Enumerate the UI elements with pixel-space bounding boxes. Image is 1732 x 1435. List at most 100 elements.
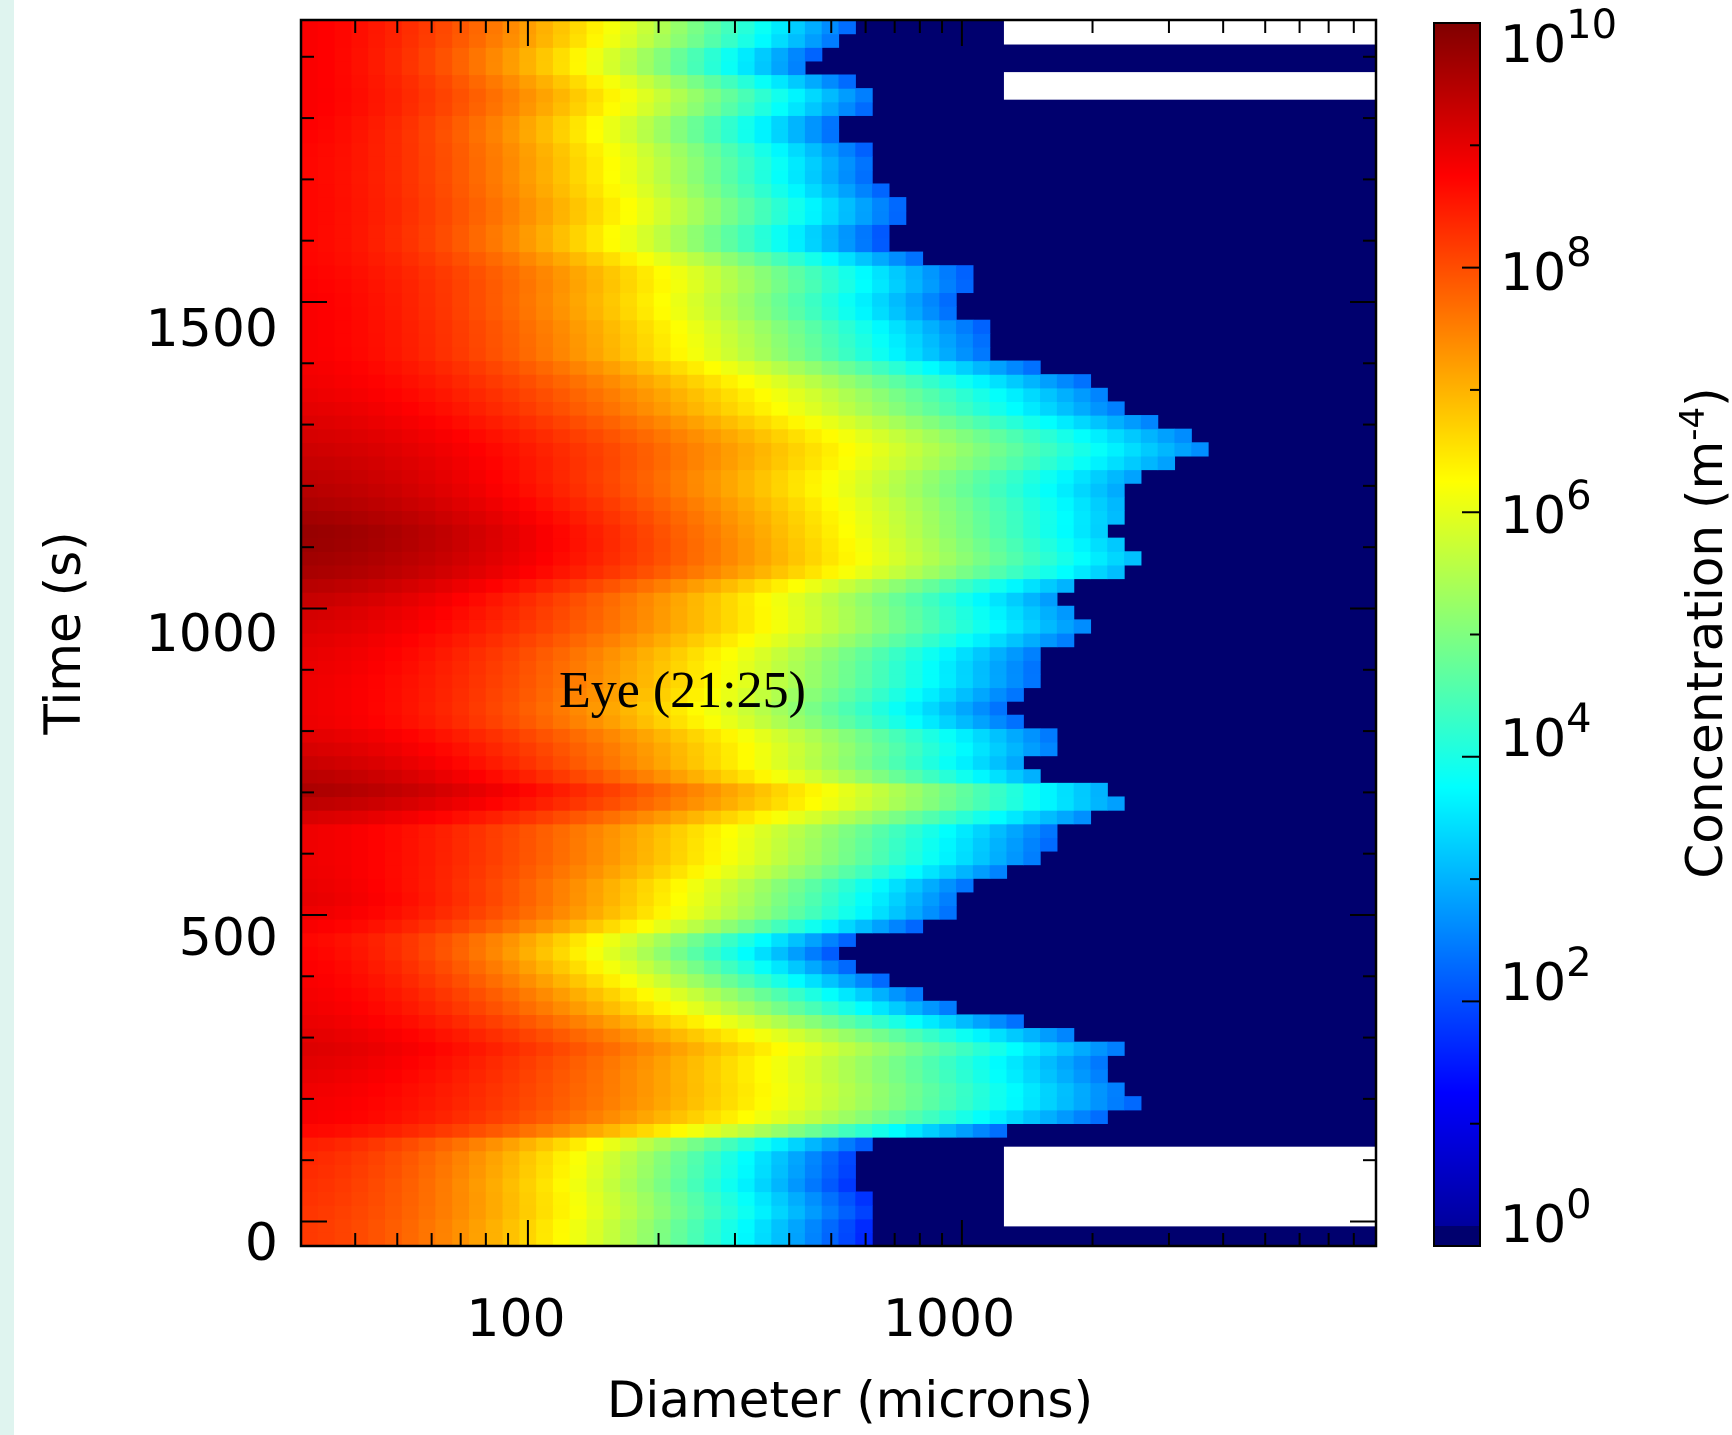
- heatmap-cell: [670, 837, 688, 852]
- heatmap-cell: [536, 973, 554, 988]
- heatmap-cell: [435, 278, 453, 294]
- heatmap-cell: [301, 946, 319, 961]
- heatmap-cell: [569, 701, 588, 716]
- heatmap-cell: [317, 115, 336, 130]
- heatmap-cell: [636, 306, 655, 321]
- heatmap-cell: [1040, 1028, 1058, 1043]
- heatmap-cell: [956, 319, 974, 334]
- heatmap-cell: [737, 128, 756, 144]
- heatmap-cell: [418, 1109, 436, 1124]
- heatmap-cell: [972, 714, 991, 729]
- heatmap-cell: [552, 932, 571, 947]
- heatmap-cell: [586, 1218, 604, 1233]
- heatmap-cell: [368, 687, 386, 702]
- heatmap-cell: [838, 782, 856, 798]
- heatmap-cell: [939, 1109, 957, 1124]
- heatmap-cell: [939, 796, 957, 811]
- heatmap-cell: [485, 810, 504, 825]
- heatmap-cell: [788, 1028, 806, 1043]
- heatmap-cell: [922, 265, 940, 280]
- heatmap-cell: [418, 469, 436, 484]
- heatmap-cell: [586, 33, 604, 48]
- heatmap-cell: [569, 1028, 588, 1043]
- heatmap-cell: [603, 142, 621, 157]
- heatmap-cell: [804, 360, 823, 375]
- heatmap-cell: [821, 946, 840, 961]
- heatmap-cell: [603, 156, 621, 171]
- heatmap-cell: [653, 987, 672, 1002]
- heatmap-cell: [754, 592, 772, 607]
- heatmap-cell: [704, 60, 722, 76]
- heatmap-cell: [485, 442, 504, 457]
- heatmap-cell: [788, 128, 806, 144]
- heatmap-cell: [519, 959, 537, 975]
- heatmap-cell: [435, 1055, 453, 1070]
- heatmap-cell: [838, 360, 856, 375]
- heatmap-cell: [687, 810, 705, 825]
- heatmap-cell: [351, 578, 369, 593]
- heatmap-cell: [502, 701, 520, 716]
- heatmap-cell: [804, 919, 823, 934]
- heatmap-cell: [334, 251, 352, 266]
- heatmap-cell: [956, 619, 974, 634]
- heatmap-cell: [821, 891, 840, 907]
- heatmap-cell: [636, 987, 655, 1002]
- heatmap-cell: [821, 115, 840, 130]
- heatmap-cell: [855, 891, 873, 907]
- heatmap-cell: [872, 660, 890, 675]
- heatmap-cell: [334, 374, 352, 389]
- heatmap-cell: [838, 210, 856, 225]
- heatmap-cell: [384, 455, 403, 471]
- heatmap-cell: [670, 673, 688, 689]
- heatmap-cell: [989, 741, 1008, 757]
- heatmap-cell: [989, 810, 1008, 825]
- heatmap-cell: [737, 796, 756, 811]
- heatmap-cell: [956, 714, 974, 729]
- heatmap-cell: [452, 796, 470, 811]
- heatmap-cell: [401, 319, 420, 334]
- heatmap-cell: [771, 755, 789, 770]
- heatmap-cell: [502, 673, 520, 689]
- heatmap-cell: [435, 1041, 453, 1056]
- heatmap-cell: [653, 850, 672, 866]
- heatmap-cell: [485, 823, 504, 838]
- heatmap-cell: [972, 524, 991, 539]
- heatmap-cell: [687, 578, 705, 593]
- heatmap-cell: [368, 796, 386, 811]
- missing-data-band: [1003, 72, 1376, 100]
- heatmap-cell: [972, 755, 991, 770]
- heatmap-cell: [334, 959, 352, 975]
- heatmap-cell: [368, 919, 386, 934]
- heatmap-cell: [821, 932, 840, 947]
- heatmap-cell: [519, 387, 537, 403]
- heatmap-cell: [485, 1082, 504, 1097]
- heatmap-cell: [351, 1137, 369, 1152]
- heatmap-cell: [804, 551, 823, 566]
- heatmap-cell: [536, 578, 554, 593]
- heatmap-cell: [771, 1068, 789, 1084]
- heatmap-cell: [771, 428, 789, 443]
- heatmap-cell: [603, 905, 621, 920]
- heatmap-cell: [720, 564, 739, 580]
- heatmap-cell: [586, 741, 604, 757]
- heatmap-cell: [888, 878, 907, 893]
- heatmap-cell: [301, 687, 319, 702]
- heatmap-cell: [603, 592, 621, 607]
- heatmap-cell: [788, 115, 806, 130]
- heatmap-cell: [401, 878, 420, 893]
- heatmap-cell: [687, 1014, 705, 1029]
- heatmap-cell: [788, 210, 806, 225]
- heatmap-cell: [317, 769, 336, 784]
- heatmap-cell: [720, 101, 739, 116]
- heatmap-cell: [468, 496, 487, 511]
- heatmap-cell: [502, 1150, 520, 1165]
- heatmap-cell: [452, 524, 470, 539]
- heatmap-cell: [838, 319, 856, 334]
- heatmap-cell: [301, 128, 319, 144]
- heatmap-cell: [552, 769, 571, 784]
- heatmap-cell: [788, 306, 806, 321]
- heatmap-cell: [368, 224, 386, 239]
- heatmap-cell: [418, 197, 436, 212]
- heatmap-cell: [586, 1028, 604, 1043]
- heatmap-cell: [452, 496, 470, 511]
